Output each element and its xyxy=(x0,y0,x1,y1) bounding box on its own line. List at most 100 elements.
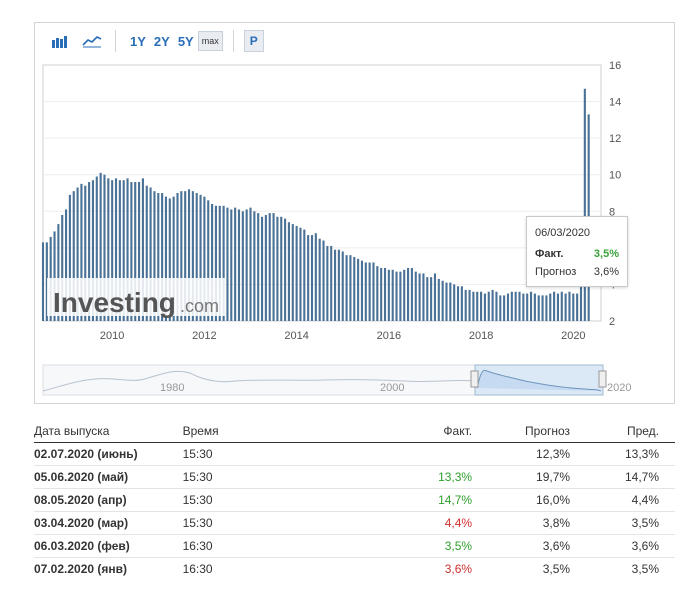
p-button[interactable]: P xyxy=(243,30,264,52)
chart-bar[interactable] xyxy=(291,224,294,321)
chart-bar[interactable] xyxy=(383,267,387,321)
chart-bar[interactable] xyxy=(145,185,148,321)
chart-bar[interactable] xyxy=(211,203,214,321)
chart-bar[interactable] xyxy=(45,242,48,321)
chart-bar[interactable] xyxy=(372,262,375,321)
chart-bar[interactable] xyxy=(222,205,225,321)
chart-bar[interactable] xyxy=(268,213,271,321)
chart-bar[interactable] xyxy=(72,191,75,321)
chart-bar[interactable] xyxy=(241,211,244,321)
chart-bar[interactable] xyxy=(483,293,486,321)
chart-bar[interactable] xyxy=(410,267,413,321)
navigator-left-handle[interactable] xyxy=(470,370,479,388)
chart-bar[interactable] xyxy=(57,224,60,321)
chart-bar[interactable] xyxy=(353,257,356,321)
chart-bar[interactable] xyxy=(295,225,298,321)
chart-bar[interactable] xyxy=(307,235,310,321)
chart-bar[interactable] xyxy=(510,291,513,321)
chart-bar[interactable] xyxy=(284,218,287,321)
chart-bar[interactable] xyxy=(460,286,463,321)
chart-bar[interactable] xyxy=(91,180,95,321)
chart-bar[interactable] xyxy=(341,251,344,321)
chart-bar[interactable] xyxy=(564,293,567,321)
chart-bar[interactable] xyxy=(257,213,260,321)
chart-bar[interactable] xyxy=(368,262,371,321)
chart-bar[interactable] xyxy=(126,178,129,321)
chart-bar[interactable] xyxy=(157,193,160,321)
chart-bar[interactable] xyxy=(572,293,575,321)
chart-bar[interactable] xyxy=(184,191,187,321)
chart-bar[interactable] xyxy=(253,211,256,321)
chart-bar[interactable] xyxy=(506,293,510,321)
chart-bar[interactable] xyxy=(349,255,352,321)
chart-bar[interactable] xyxy=(172,196,175,321)
chart-bar[interactable] xyxy=(345,255,348,321)
chart-bar[interactable] xyxy=(260,216,264,321)
chart-bar[interactable] xyxy=(272,213,275,321)
chart-bar[interactable] xyxy=(41,242,45,321)
chart-bar[interactable] xyxy=(360,260,364,321)
chart-bar[interactable] xyxy=(480,291,483,321)
chart-bar[interactable] xyxy=(549,293,552,321)
chart-bar[interactable] xyxy=(199,194,202,321)
chart-bar[interactable] xyxy=(545,295,548,321)
chart-bar[interactable] xyxy=(245,209,248,321)
chart-bar[interactable] xyxy=(80,183,83,321)
header-release-date[interactable]: Дата выпуска xyxy=(34,420,183,443)
chart-bar[interactable] xyxy=(122,180,125,321)
chart-bar[interactable] xyxy=(422,273,425,321)
navigator-right-handle[interactable] xyxy=(598,370,607,388)
chart-bar[interactable] xyxy=(187,189,191,321)
chart-bar[interactable] xyxy=(364,262,367,321)
bar-chart-icon[interactable] xyxy=(47,30,73,52)
chart-bar[interactable] xyxy=(138,182,141,321)
chart-bar[interactable] xyxy=(207,200,210,321)
range-2y-button[interactable]: 2Y xyxy=(153,33,170,49)
chart-bar[interactable] xyxy=(334,249,337,321)
chart-bar[interactable] xyxy=(449,282,452,321)
chart-bar[interactable] xyxy=(357,258,360,321)
chart-bar[interactable] xyxy=(426,277,429,321)
chart-bar[interactable] xyxy=(583,88,586,322)
chart-bar[interactable] xyxy=(576,293,579,321)
chart-bar[interactable] xyxy=(153,191,156,321)
chart-bar[interactable] xyxy=(453,284,456,321)
chart-bar[interactable] xyxy=(476,291,479,321)
chart-bar[interactable] xyxy=(553,291,556,321)
chart-bar[interactable] xyxy=(203,196,206,321)
chart-bar[interactable] xyxy=(276,216,279,321)
chart-bar[interactable] xyxy=(103,174,106,321)
chart-bar[interactable] xyxy=(468,289,471,321)
chart-bar[interactable] xyxy=(522,293,525,321)
chart-bar[interactable] xyxy=(529,291,533,321)
chart-bar[interactable] xyxy=(191,191,194,321)
range-1y-button[interactable]: 1Y xyxy=(130,33,146,49)
chart-bar[interactable] xyxy=(234,207,237,321)
chart-bar[interactable] xyxy=(303,229,306,321)
chart-bar[interactable] xyxy=(249,207,252,321)
chart-bar[interactable] xyxy=(445,282,448,321)
chart-bar[interactable] xyxy=(391,269,394,321)
chart-bar[interactable] xyxy=(299,227,302,321)
chart-bar[interactable] xyxy=(226,207,229,321)
chart-bar[interactable] xyxy=(164,196,168,321)
chart-bar[interactable] xyxy=(495,291,498,321)
chart-bar[interactable] xyxy=(218,205,221,321)
chart-bar[interactable] xyxy=(95,176,98,321)
chart-bar[interactable] xyxy=(464,289,467,321)
chart-bar[interactable] xyxy=(53,231,56,321)
chart-bar[interactable] xyxy=(61,214,64,321)
header-previous[interactable]: Пред. xyxy=(570,420,675,443)
header-actual[interactable]: Факт. xyxy=(318,420,473,443)
range-5y-button[interactable]: 5Y xyxy=(177,33,194,49)
chart-bar[interactable] xyxy=(441,280,444,321)
chart-bar[interactable] xyxy=(518,291,521,321)
chart-bar[interactable] xyxy=(537,295,540,321)
chart-bar[interactable] xyxy=(310,235,314,321)
chart-bar[interactable] xyxy=(387,269,390,321)
chart-bar[interactable] xyxy=(560,291,563,321)
chart-bar[interactable] xyxy=(407,267,410,321)
chart-bar[interactable] xyxy=(418,273,421,321)
chart-bar[interactable] xyxy=(118,180,121,321)
chart-bar[interactable] xyxy=(237,209,241,321)
